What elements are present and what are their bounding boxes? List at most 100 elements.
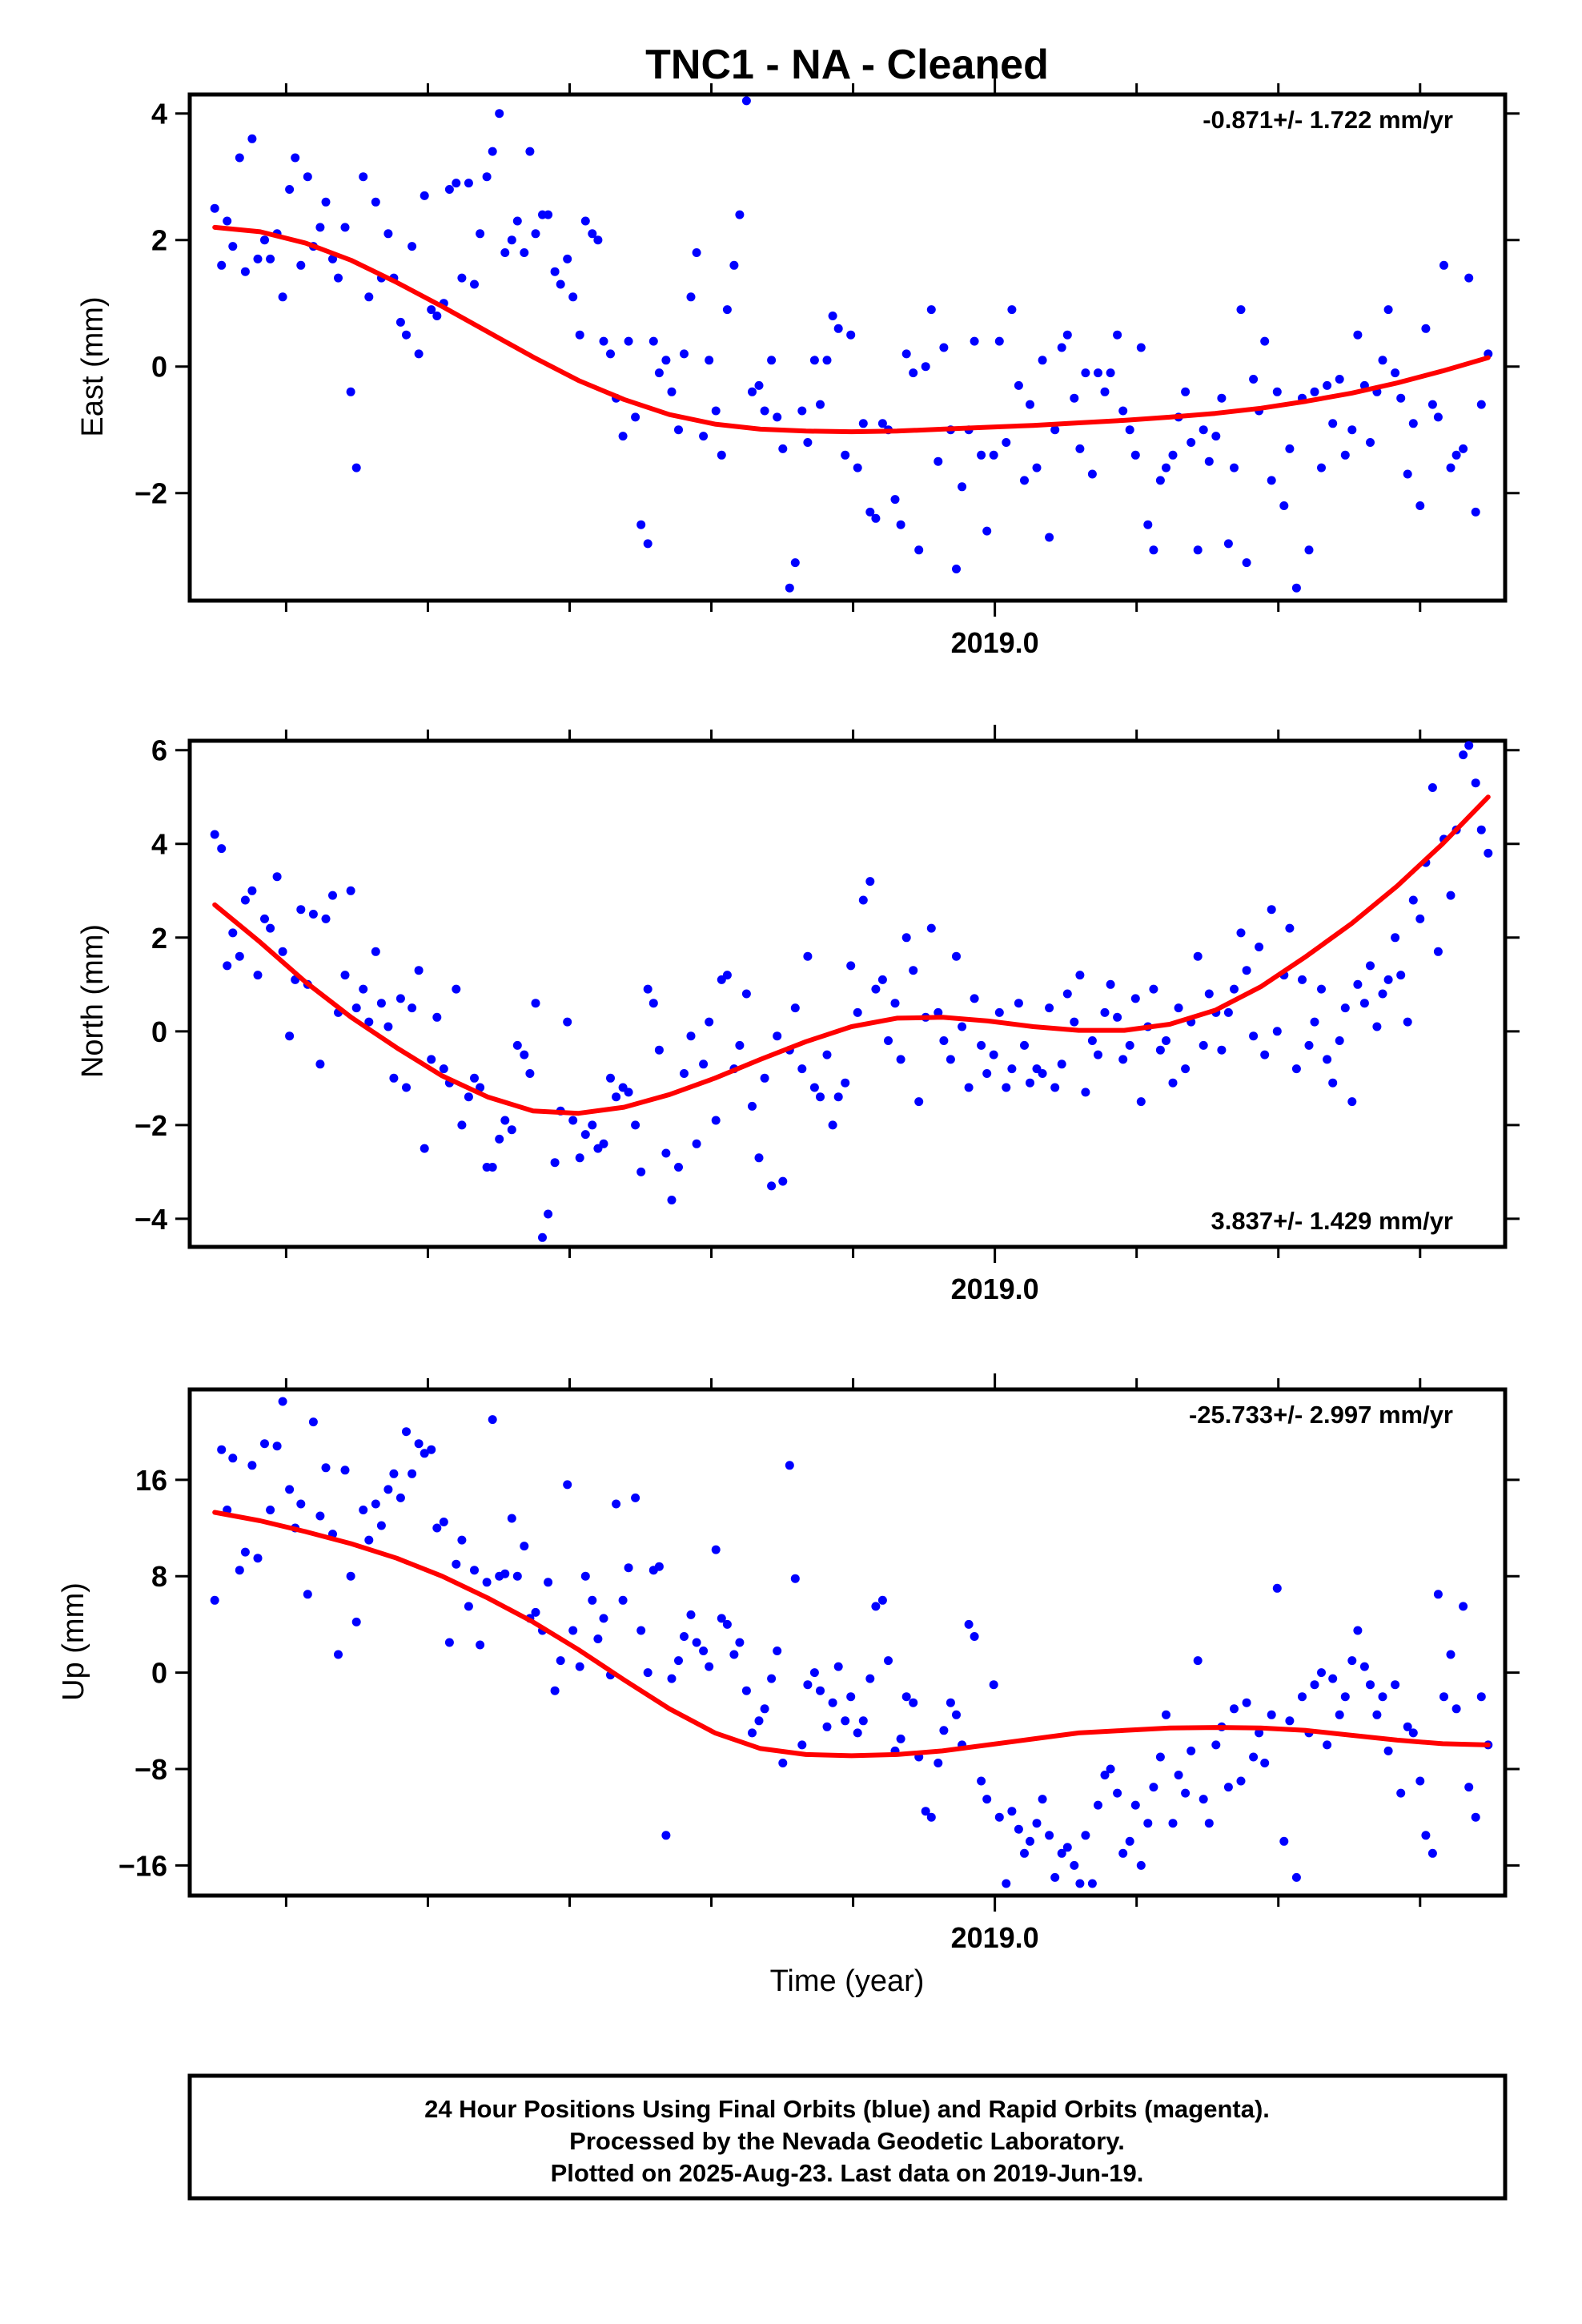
north-data-point [568,1116,578,1125]
east-data-point [1383,305,1393,315]
north-data-point [223,961,232,971]
north-data-point [989,1050,998,1059]
north-data-point [1323,1055,1332,1064]
east-data-point [828,312,837,320]
north-data-point [396,994,405,1003]
north-data-point [858,895,868,905]
east-data-point [1323,380,1332,390]
east-data-point [1433,412,1443,422]
east-data-point [346,387,355,396]
up-data-point [1155,1752,1165,1762]
north-data-point [1415,914,1425,923]
east-data-point [735,210,745,219]
north-data-point [1366,961,1375,971]
east-data-point [396,317,405,327]
north-data-point [735,1040,745,1050]
east-data-point [1149,545,1158,555]
north-data-point [1026,1078,1034,1088]
up-y-tick-label: 16 [135,1464,167,1497]
east-y-axis-label: East (mm) [76,296,110,436]
east-data-point [1230,463,1239,472]
east-y-tick-label: 2 [151,224,167,257]
north-data-point [376,999,386,1008]
up-data-point [741,1686,751,1695]
up-data-point [240,1547,250,1557]
north-data-point [711,1116,721,1125]
up-data-point [1168,1819,1178,1828]
north-data-point [1391,933,1400,943]
up-data-point [1149,1783,1158,1792]
up-panel: Up (mm) 2019.0 16 8 0 −8 −16 -25.733+/- 2.997… [57,1373,1520,1954]
north-data-point [1255,943,1264,951]
north-data-point [253,971,263,980]
east-data-point [926,305,936,315]
up-data-point [1130,1800,1140,1810]
east-data-point [512,216,522,226]
east-data-point [1186,438,1196,447]
north-data-point [1340,1003,1350,1013]
up-data-point [593,1634,603,1643]
up-fit-curve [212,1510,1491,1759]
up-data-point [296,1499,306,1509]
east-data-point [729,260,739,270]
north-data-point [1464,741,1474,750]
up-data-point [699,1647,709,1655]
up-plot-frame [187,1387,1508,1898]
north-data-point [495,1134,504,1144]
up-data-point [285,1485,295,1494]
east-data-point [1366,438,1375,447]
north-data-point [1125,1040,1134,1050]
north-data-point [278,947,287,956]
east-data-point [1087,469,1097,479]
east-data-point [1038,356,1047,365]
up-data-point [735,1638,745,1647]
east-data-point [1199,425,1208,435]
east-data-point [760,406,769,416]
up-data-point [266,1506,275,1514]
north-data-point [563,1017,572,1027]
east-data-point [260,235,269,245]
up-data-point [982,1795,992,1804]
up-data-point [871,1602,881,1611]
east-data-point [809,356,819,365]
east-data-point [402,330,411,340]
north-data-point [680,1069,689,1078]
east-data-point [989,450,998,460]
north-data-point [210,830,219,839]
east-data-point [1459,444,1468,453]
north-data-point [364,1017,374,1027]
east-data-point [790,558,800,568]
north-data-point [1230,984,1239,994]
east-data-point [1347,425,1357,435]
east-data-point [580,216,590,226]
up-data-point [858,1716,868,1726]
east-data-point [371,197,380,207]
north-data-point [909,966,918,975]
east-data-point [235,153,244,163]
up-data-point [729,1650,739,1659]
east-data-point [291,153,300,163]
up-data-point [1081,1831,1090,1840]
east-data-point [1136,343,1146,352]
east-data-point [303,172,312,182]
east-data-point [556,279,565,289]
up-data-point [531,1607,540,1617]
east-data-point [816,400,825,409]
north-data-point [1291,1064,1301,1074]
up-data-point [402,1427,411,1437]
east-data-point [748,387,757,396]
east-data-point [1260,336,1270,346]
east-data-point [507,235,516,245]
north-data-point [748,1101,757,1111]
north-data-point [741,989,751,999]
east-data-point [531,229,540,239]
up-data-point [1291,1872,1301,1882]
north-y-tick-label: 4 [151,828,167,861]
footer-box: 24 Hour Positions Using Final Orbits (bl… [187,2073,1508,2201]
up-data-point [1038,1795,1047,1804]
north-data-point [1304,1040,1314,1050]
north-data-point [686,1031,696,1041]
up-data-point [1372,1710,1382,1719]
up-data-point [308,1417,318,1427]
north-data-point [272,872,282,882]
